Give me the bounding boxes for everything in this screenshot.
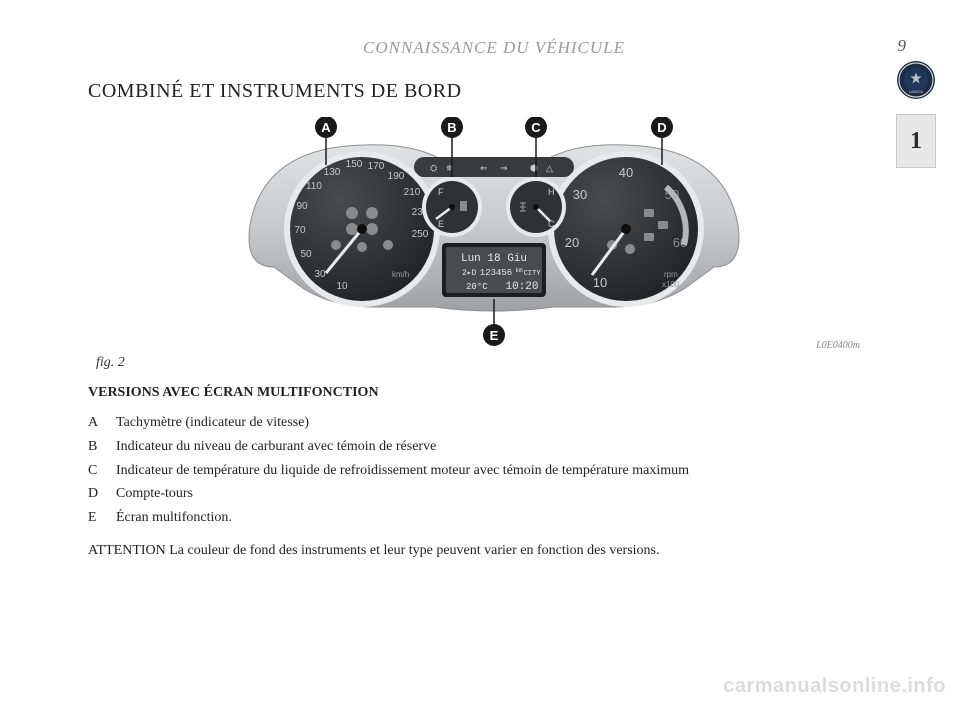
svg-text:⬢: ⬢ [530,163,538,173]
figure-code: L0E0400m [816,340,860,351]
legend-key: A [88,411,104,435]
section-title: COMBINÉ ET INSTRUMENTS DE BORD [88,80,900,103]
svg-text:150: 150 [346,159,363,170]
lcd-odo: 123456 [480,268,512,278]
svg-text:F: F [438,187,444,197]
watermark: carmanualsonline.info [723,675,946,698]
lcd-time: 10:20 [505,281,538,293]
svg-text:10: 10 [593,275,607,290]
svg-text:H: H [548,187,555,197]
legend-key: D [88,482,104,506]
callout-c: C [531,120,541,135]
svg-text:170: 170 [368,161,385,172]
legend-key: C [88,459,104,483]
callout-b: B [447,120,456,135]
chapter-tab-number: 1 [910,128,922,155]
legend-text: Tachymètre (indicateur de vitesse) [116,411,309,435]
legend-key: E [88,506,104,530]
svg-text:30: 30 [573,187,587,202]
svg-text:90: 90 [296,201,308,212]
legend-text: Écran multifonction. [116,506,232,530]
lcd-line1: Lun 18 Giu [461,253,527,265]
svg-text:10: 10 [336,281,348,292]
svg-text:20: 20 [565,235,579,250]
svg-text:⇒: ⇒ [500,163,508,173]
brand-badge-icon: LANCIA [896,60,936,100]
svg-text:130: 130 [324,167,341,178]
legend-row: E Écran multifonction. [88,506,900,530]
svg-text:30: 30 [314,269,326,280]
chapter-tab: 1 [896,114,936,168]
legend-text: Indicateur de température du liquide de … [116,459,689,483]
legend-text: Indicateur du niveau de carburant avec t… [116,435,436,459]
svg-text:E: E [438,219,444,229]
lcd-gear: 2▸D [462,269,477,278]
lcd-city: CITY [524,270,542,278]
legend-list: A Tachymètre (indicateur de vitesse) B I… [88,411,900,530]
lcd-temp: 20°C [466,282,488,292]
instrument-cluster-svg: ⛭ ⛯ ⇐ ⇒ ⬢ △ 10 30 50 70 90 110 130 150 1… [214,117,774,349]
callout-d: D [657,120,666,135]
subheading: VERSIONS AVEC ÉCRAN MULTIFONCTION [88,385,900,401]
legend-row: B Indicateur du niveau de carburant avec… [88,435,900,459]
svg-text:x100: x100 [662,280,680,289]
svg-text:70: 70 [294,225,306,236]
svg-text:50: 50 [300,249,312,260]
legend-row: C Indicateur de température du liquide d… [88,459,900,483]
attention-note: ATTENTION La couleur de fond des instrum… [88,540,900,561]
svg-text:210: 210 [404,187,421,198]
svg-text:rpm: rpm [664,270,678,279]
svg-text:40: 40 [619,165,633,180]
legend-row: D Compte-tours [88,482,900,506]
svg-text:⛭: ⛭ [430,163,437,173]
svg-text:LANCIA: LANCIA [909,89,924,94]
svg-text:⇐: ⇐ [480,163,488,173]
svg-text:△: △ [546,163,553,173]
chapter-title: CONNAISSANCE DU VÉHICULE [88,38,900,58]
lcd-km: km [515,267,523,274]
callout-e: E [490,328,499,343]
legend-text: Compte-tours [116,482,193,506]
svg-text:110: 110 [306,181,322,192]
legend-row: A Tachymètre (indicateur de vitesse) [88,411,900,435]
instrument-cluster-figure: ⛭ ⛯ ⇐ ⇒ ⬢ △ 10 30 50 70 90 110 130 150 1… [88,117,900,349]
svg-text:190: 190 [388,171,405,182]
page: CONNAISSANCE DU VÉHICULE 9 LANCIA 1 COMB… [0,0,960,708]
page-header: CONNAISSANCE DU VÉHICULE 9 [88,38,900,58]
svg-text:km/h: km/h [392,270,409,279]
legend-key: B [88,435,104,459]
page-number: 9 [898,36,907,56]
callout-a: A [321,120,331,135]
figure-caption-row: fig. 2 L0E0400m [88,355,900,371]
figure-label: fig. 2 [96,355,125,371]
svg-text:250: 250 [412,229,429,240]
